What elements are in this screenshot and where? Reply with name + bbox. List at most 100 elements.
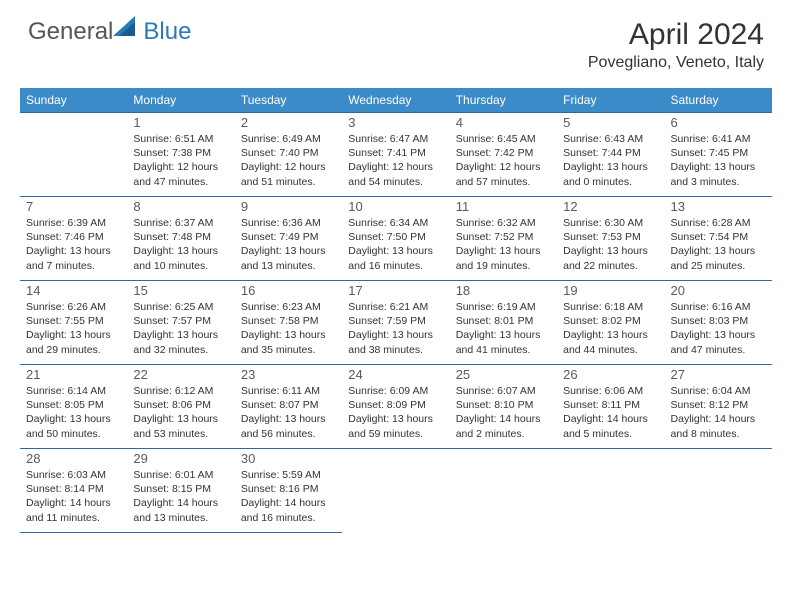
day-cell: 12Sunrise: 6:30 AMSunset: 7:53 PMDayligh… [557,197,664,281]
day-number: 6 [671,115,766,130]
day-number: 1 [133,115,228,130]
sunset-line: Sunset: 8:05 PM [26,398,121,412]
day-cell: 16Sunrise: 6:23 AMSunset: 7:58 PMDayligh… [235,281,342,365]
sunset-line: Sunset: 7:42 PM [456,146,551,160]
daylight-line-1: Daylight: 13 hours [563,328,658,342]
day-cell: 2Sunrise: 6:49 AMSunset: 7:40 PMDaylight… [235,113,342,197]
sunrise-line: Sunrise: 6:34 AM [348,216,443,230]
sunset-line: Sunset: 7:41 PM [348,146,443,160]
day-header: Monday [127,88,234,113]
sunrise-line: Sunrise: 6:30 AM [563,216,658,230]
sunset-line: Sunset: 7:57 PM [133,314,228,328]
daylight-line-1: Daylight: 13 hours [26,328,121,342]
daylight-line-2: and 57 minutes. [456,175,551,189]
day-number: 25 [456,367,551,382]
sunset-line: Sunset: 7:48 PM [133,230,228,244]
sunset-line: Sunset: 8:01 PM [456,314,551,328]
day-cell [665,449,772,533]
sunset-line: Sunset: 7:44 PM [563,146,658,160]
day-header: Saturday [665,88,772,113]
daylight-line-2: and 22 minutes. [563,259,658,273]
daylight-line-1: Daylight: 13 hours [26,244,121,258]
sunrise-line: Sunrise: 6:41 AM [671,132,766,146]
day-cell: 9Sunrise: 6:36 AMSunset: 7:49 PMDaylight… [235,197,342,281]
daylight-line-1: Daylight: 14 hours [133,496,228,510]
day-number: 10 [348,199,443,214]
sunset-line: Sunset: 8:03 PM [671,314,766,328]
daylight-line-1: Daylight: 14 hours [241,496,336,510]
sunrise-line: Sunrise: 6:01 AM [133,468,228,482]
sunset-line: Sunset: 7:54 PM [671,230,766,244]
sunrise-line: Sunrise: 6:39 AM [26,216,121,230]
day-number: 26 [563,367,658,382]
daylight-line-2: and 13 minutes. [241,259,336,273]
day-number: 7 [26,199,121,214]
day-number: 9 [241,199,336,214]
day-number: 18 [456,283,551,298]
daylight-line-1: Daylight: 14 hours [563,412,658,426]
daylight-line-2: and 0 minutes. [563,175,658,189]
sunrise-line: Sunrise: 6:26 AM [26,300,121,314]
sunrise-line: Sunrise: 6:11 AM [241,384,336,398]
day-cell: 10 Sunrise: 6:34 AMSunset: 7:50 PMDayligh… [342,197,449,281]
daylight-line-2: and 50 minutes. [26,427,121,441]
title-block: April 2024 Povegliano, Veneto, Italy [588,18,764,72]
daylight-line-1: Daylight: 13 hours [563,244,658,258]
day-cell: 1Sunrise: 6:51 AMSunset: 7:38 PMDaylight… [127,113,234,197]
day-cell: 5Sunrise: 6:43 AMSunset: 7:44 PMDaylight… [557,113,664,197]
sunrise-line: Sunrise: 6:09 AM [348,384,443,398]
daylight-line-1: Daylight: 13 hours [671,328,766,342]
daylight-line-1: Daylight: 13 hours [671,244,766,258]
sunrise-line: Sunrise: 6:37 AM [133,216,228,230]
day-number: 17 [348,283,443,298]
daylight-line-2: and 32 minutes. [133,343,228,357]
day-number: 27 [671,367,766,382]
sunset-line: Sunset: 7:59 PM [348,314,443,328]
day-cell: 19Sunrise: 6:18 AMSunset: 8:02 PMDayligh… [557,281,664,365]
daylight-line-1: Daylight: 13 hours [133,412,228,426]
daylight-line-2: and 11 minutes. [26,511,121,525]
day-number: 11 [456,199,551,214]
daylight-line-2: and 35 minutes. [241,343,336,357]
sunrise-line: Sunrise: 6:51 AM [133,132,228,146]
daylight-line-1: Daylight: 13 hours [348,244,443,258]
day-number: 12 [563,199,658,214]
day-cell: 25Sunrise: 6:07 AMSunset: 8:10 PMDayligh… [450,365,557,449]
sunrise-line: Sunrise: 6:03 AM [26,468,121,482]
daylight-line-2: and 19 minutes. [456,259,551,273]
day-header: Wednesday [342,88,449,113]
header: General Blue April 2024 Povegliano, Vene… [0,0,792,78]
day-number: 13 [671,199,766,214]
day-cell: 26Sunrise: 6:06 AMSunset: 8:11 PMDayligh… [557,365,664,449]
day-cell: 24Sunrise: 6:09 AMSunset: 8:09 PMDayligh… [342,365,449,449]
day-number: 3 [348,115,443,130]
day-number: 23 [241,367,336,382]
daylight-line-1: Daylight: 13 hours [456,328,551,342]
daylight-line-2: and 2 minutes. [456,427,551,441]
sunset-line: Sunset: 8:07 PM [241,398,336,412]
daylight-line-2: and 54 minutes. [348,175,443,189]
daylight-line-1: Daylight: 14 hours [26,496,121,510]
sunset-line: Sunset: 8:11 PM [563,398,658,412]
day-cell: 14Sunrise: 6:26 AMSunset: 7:55 PMDayligh… [20,281,127,365]
sunset-line: Sunset: 7:50 PM [348,230,443,244]
daylight-line-1: Daylight: 12 hours [133,160,228,174]
week-row: 14Sunrise: 6:26 AMSunset: 7:55 PMDayligh… [20,281,772,365]
sunrise-line: Sunrise: 6:04 AM [671,384,766,398]
daylight-line-2: and 53 minutes. [133,427,228,441]
day-cell [20,113,127,197]
day-cell: 7Sunrise: 6:39 AMSunset: 7:46 PMDaylight… [20,197,127,281]
daylight-line-1: Daylight: 12 hours [348,160,443,174]
day-cell [450,449,557,533]
sunset-line: Sunset: 8:06 PM [133,398,228,412]
day-cell: 21Sunrise: 6:14 AMSunset: 8:05 PMDayligh… [20,365,127,449]
sunrise-line: Sunrise: 5:59 AM [241,468,336,482]
day-cell: 3Sunrise: 6:47 AMSunset: 7:41 PMDaylight… [342,113,449,197]
day-cell: 6Sunrise: 6:41 AMSunset: 7:45 PMDaylight… [665,113,772,197]
sunrise-line: Sunrise: 6:18 AM [563,300,658,314]
day-cell: 23Sunrise: 6:11 AMSunset: 8:07 PMDayligh… [235,365,342,449]
daylight-line-1: Daylight: 13 hours [348,328,443,342]
sunset-line: Sunset: 7:49 PM [241,230,336,244]
brand-triangle-icon [113,14,141,41]
daylight-line-2: and 16 minutes. [348,259,443,273]
